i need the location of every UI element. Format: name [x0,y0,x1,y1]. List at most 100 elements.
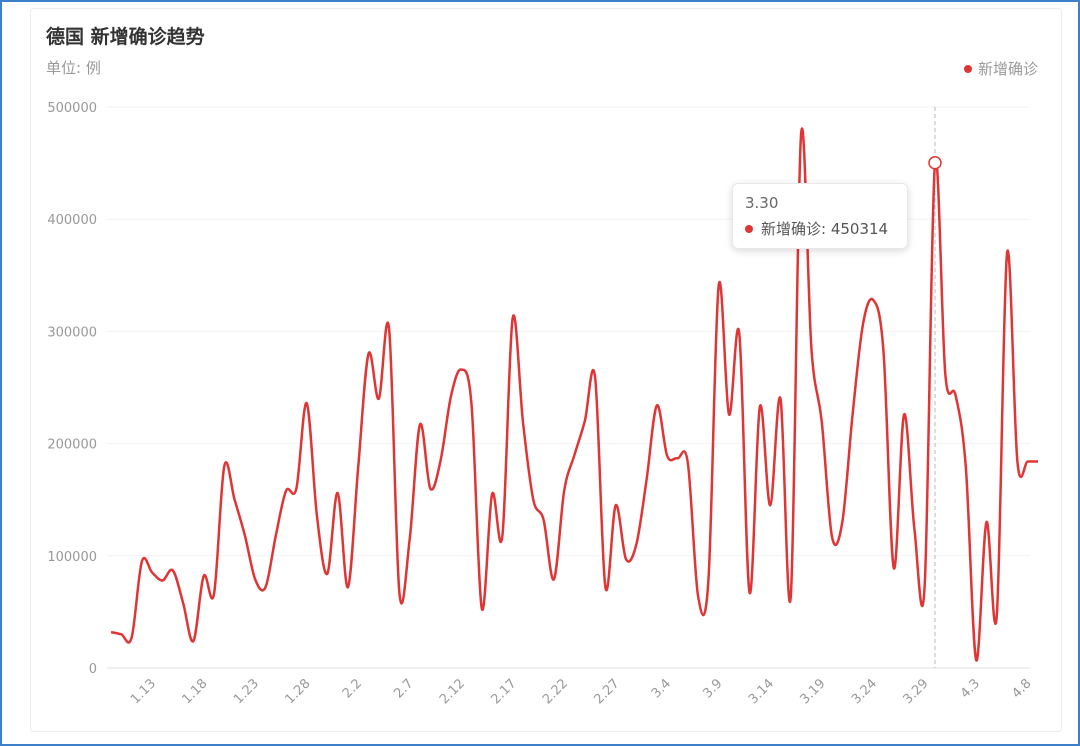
highlighted-point-marker [928,155,942,170]
x-tick-label: 3.19 [797,676,828,707]
x-tick-label: 2.27 [591,676,622,707]
data-point [511,316,515,320]
data-point [130,636,134,640]
data-point [861,323,865,327]
data-point [912,527,916,531]
data-point [367,352,371,356]
data-point [583,419,587,423]
data-point [305,401,309,405]
x-tick-label: 1.13 [128,676,159,707]
data-point [325,572,329,576]
x-tick-label: 3.9 [700,676,725,701]
y-tick-label: 100000 [47,550,97,565]
data-point [686,461,690,465]
data-point [480,607,484,611]
x-tick-label: 1.18 [179,676,210,707]
data-point [459,368,463,372]
x-tick-label: 2.22 [540,676,571,707]
data-point [665,454,669,458]
data-point [428,486,432,490]
data-point [809,346,813,350]
data-point [737,332,741,336]
data-point [552,577,556,581]
x-tick-label: 1.28 [282,676,313,707]
data-point [274,534,278,538]
chart-title: 德国 新增确诊趋势 [46,26,205,48]
y-tick-label: 400000 [47,213,97,228]
x-tick-label: 3.4 [649,676,674,701]
data-point [882,350,886,354]
data-point [531,498,535,502]
data-point [150,571,154,575]
data-point [181,601,185,605]
x-tick-label: 2.2 [340,676,365,701]
data-point [851,412,855,416]
tooltip-date: 3.30 [745,194,779,212]
data-point [212,592,216,596]
x-tick-label: 3.24 [849,676,880,707]
data-point [202,574,206,578]
data-point [356,465,360,469]
data-point [439,458,443,462]
data-point [995,613,999,617]
data-point [294,486,298,490]
data-point [171,568,175,572]
y-tick-label: 200000 [47,438,97,453]
data-point [923,583,927,587]
x-tick-label: 4.3 [958,676,983,701]
data-point [140,559,144,563]
data-point [161,578,165,582]
data-point [109,630,113,634]
data-point [799,132,803,136]
data-point [717,283,721,287]
y-tick-label: 300000 [47,325,97,340]
chart-card [30,8,1062,732]
data-point [1015,460,1019,464]
data-point [119,632,123,636]
data-point [871,298,875,302]
tooltip-series-label: 新增确诊 [761,220,822,238]
data-point [943,372,947,376]
data-point [779,397,783,401]
data-point [768,503,772,507]
data-point [222,464,226,468]
tooltip: 3.30 新增确诊 : 450314 [732,183,908,249]
data-point [387,327,391,331]
data-point [603,585,607,589]
data-point [624,557,628,561]
data-point [655,403,659,407]
chart-subtitle-unit: 单位: 例 [46,59,101,77]
data-point [264,585,268,589]
data-point [727,412,731,416]
x-tick-label: 2.7 [391,676,416,701]
data-point [1026,460,1030,464]
legend[interactable]: 新增确诊 [963,58,1038,79]
x-tick-label: 3.29 [900,676,931,707]
data-point [840,520,844,524]
x-tick-label: 2.17 [488,676,519,707]
data-point [470,402,474,406]
tooltip-series-dot-icon [745,224,753,233]
data-point [408,537,412,541]
data-point [748,591,752,595]
data-point [645,478,649,482]
data-point [634,543,638,547]
data-point [233,498,237,502]
data-point [418,423,422,427]
data-point [490,492,494,496]
data-point [954,393,958,397]
data-point [892,566,896,570]
data-point [676,456,680,460]
data-point [377,397,381,401]
data-point [191,639,195,643]
data-point [706,578,710,582]
y-tick-label: 0 [89,662,97,677]
data-point [964,466,968,470]
data-point [500,534,504,538]
data-point [820,419,824,423]
series-line [110,127,1038,662]
data-point [1036,460,1040,464]
data-point [758,405,762,409]
